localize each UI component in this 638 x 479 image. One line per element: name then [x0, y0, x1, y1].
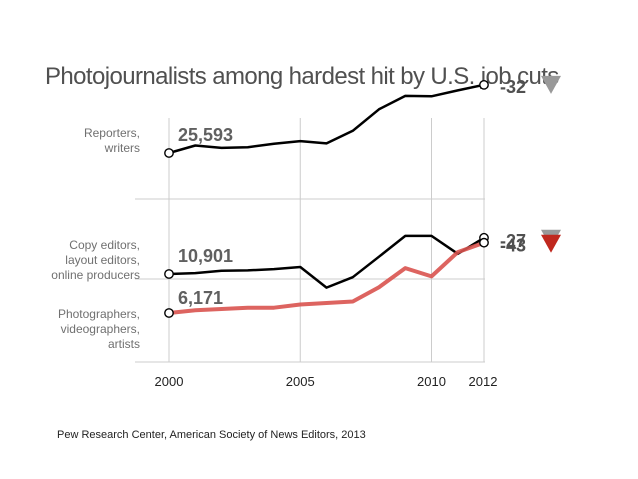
series-group: 6,171 Photographers, videographers, artists… — [58, 234, 561, 351]
start-value-label: 25,593 — [178, 125, 233, 145]
series-label: Copy editors, layout editors, online produ… — [51, 238, 140, 282]
x-axis: 2000 2005 2010 2012 — [155, 374, 498, 389]
change-value-label: -27 — [500, 231, 526, 251]
series-line — [167, 234, 486, 289]
trend-down-icon — [541, 234, 561, 253]
series-layer: 25,593 Reporters, writers -32 10,901 Copy edi… — [51, 75, 561, 351]
start-value-label: 6,171 — [178, 288, 223, 308]
x-tick-label: 2005 — [286, 374, 315, 389]
x-tick-label: 2010 — [417, 374, 446, 389]
series-label: Photographers, videographers, artists — [58, 307, 140, 351]
series-line — [167, 83, 486, 155]
endpoint-marker — [479, 237, 489, 248]
change-value-label: -43 — [500, 236, 526, 256]
endpoint-marker — [164, 308, 174, 318]
source-note: Pew Research Center, American Society of… — [57, 429, 366, 441]
series-group: 25,593 Reporters, writers -32 — [84, 75, 561, 158]
series-line — [167, 240, 486, 315]
x-tick-label: 2000 — [155, 374, 184, 389]
chart-title: Photojournalists among hardest hit by U.… — [45, 63, 559, 90]
endpoint-marker — [164, 269, 174, 279]
endpoint-marker — [164, 148, 174, 158]
endpoint-marker — [479, 79, 489, 90]
start-value-label: 10,901 — [178, 246, 233, 266]
x-tick-label: 2012 — [469, 374, 498, 389]
change-value-label: -32 — [500, 77, 526, 97]
gridlines — [135, 118, 485, 363]
series-label: Reporters, writers — [84, 126, 140, 155]
series-group: 10,901 Copy editors, layout editors, online… — [51, 229, 561, 289]
trend-down-icon — [541, 75, 561, 94]
